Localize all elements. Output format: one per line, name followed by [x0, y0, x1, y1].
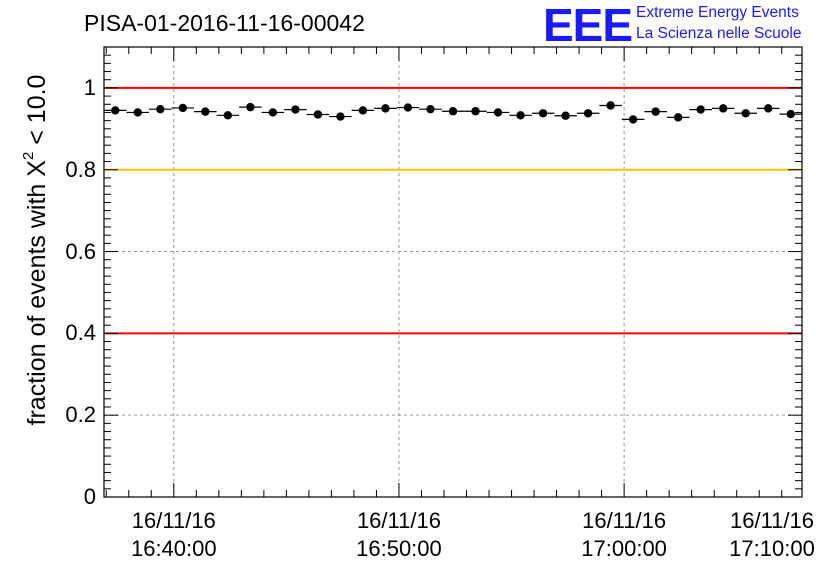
- x-tick-label: 16/11/16 16:50:00: [339, 507, 459, 563]
- data-point: [786, 109, 795, 119]
- data-point: [156, 104, 165, 114]
- data-point: [246, 102, 255, 112]
- logo-line-2: La Scienza nelle Scuole: [636, 25, 802, 42]
- y-tick-label: 0.6: [65, 238, 96, 264]
- x-tick-date: 16/11/16: [131, 508, 216, 533]
- data-point: [223, 111, 233, 120]
- data-point: [111, 106, 120, 115]
- y-tick-label: 1: [83, 74, 96, 100]
- x-tick-time: 17:10:00: [729, 536, 815, 561]
- data-point: [291, 105, 300, 114]
- data-point: [448, 107, 458, 116]
- data-point: [561, 111, 570, 120]
- x-tick-time: 17:00:00: [581, 536, 667, 561]
- x-tick-time: 16:50:00: [356, 536, 442, 561]
- data-point: [133, 108, 142, 117]
- x-tick-date: 16/11/16: [729, 508, 814, 533]
- data-point: [381, 104, 390, 113]
- data-point: [628, 115, 638, 124]
- data-point: [268, 108, 278, 117]
- x-tick-label: 16/11/16 16:40:00: [114, 507, 234, 563]
- x-tick-label: 16/11/16 17:00:00: [564, 507, 684, 563]
- data-point: [673, 113, 683, 122]
- data-point: [336, 112, 345, 121]
- x-tick-time: 16:40:00: [130, 536, 217, 561]
- data-point: [201, 107, 210, 116]
- data-point: [538, 109, 548, 118]
- y-tick-label: 0.2: [65, 402, 96, 428]
- data-point: [606, 101, 615, 110]
- chart-title: PISA-01-2016-11-16-00042: [84, 10, 365, 36]
- data-point: [426, 104, 435, 114]
- x-tick-date: 16/11/16: [356, 508, 441, 533]
- data-point: [178, 103, 188, 113]
- data-point: [313, 110, 323, 119]
- data-point: [696, 105, 705, 114]
- data-point: [583, 109, 593, 118]
- axes: [103, 46, 803, 498]
- plot-frame: [103, 46, 803, 498]
- data-point: [516, 111, 525, 120]
- data-points: [104, 101, 802, 124]
- data-point: [403, 103, 413, 112]
- x-tick-label: 16/11/16 17:10:00: [712, 507, 832, 563]
- x-tick-date: 16/11/16: [582, 508, 667, 533]
- data-point: [741, 109, 750, 118]
- reference-lines: [104, 86, 802, 335]
- data-point: [471, 107, 480, 116]
- y-axis-label-prefix: fraction of events with: [23, 176, 51, 426]
- y-tick-label: 0: [83, 484, 96, 509]
- data-point: [358, 106, 368, 115]
- y-tick-label: 0.4: [65, 320, 96, 346]
- data-point: [764, 104, 773, 113]
- y-axis-label-exponent: 2: [20, 151, 37, 161]
- eee-logo: EEE: [543, 0, 633, 51]
- y-tick-label: 0.8: [65, 156, 96, 182]
- logo-line-1: Extreme Energy Events: [636, 4, 799, 21]
- data-point: [651, 107, 660, 116]
- data-point: [493, 108, 503, 117]
- data-point: [718, 104, 728, 113]
